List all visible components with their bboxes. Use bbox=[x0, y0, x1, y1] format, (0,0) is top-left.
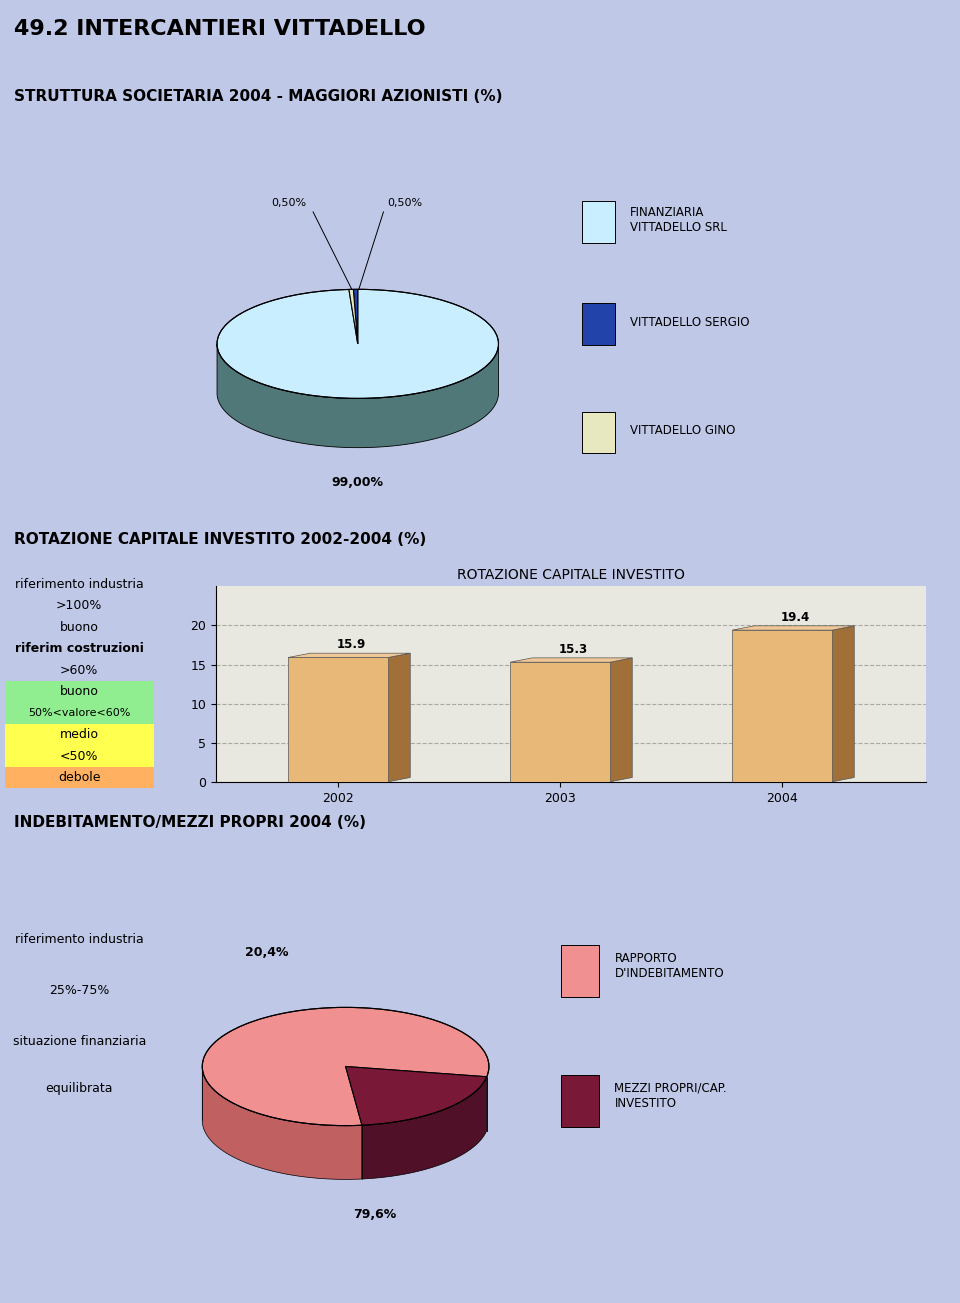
Polygon shape bbox=[203, 1007, 489, 1126]
Text: ROTAZIONE CAPITALE INVESTITO 2002-2004 (%): ROTAZIONE CAPITALE INVESTITO 2002-2004 (… bbox=[14, 532, 426, 547]
Polygon shape bbox=[203, 1066, 362, 1179]
Polygon shape bbox=[732, 625, 854, 631]
Bar bbox=[5, 766, 154, 788]
Polygon shape bbox=[510, 658, 633, 662]
Text: STRUTTURA SOCIETARIA 2004 - MAGGIORI AZIONISTI (%): STRUTTURA SOCIETARIA 2004 - MAGGIORI AZI… bbox=[14, 89, 503, 104]
Text: FINANZIARIA
VITTADELLO SRL: FINANZIARIA VITTADELLO SRL bbox=[630, 206, 727, 235]
Bar bbox=[5, 702, 154, 723]
Bar bbox=[5, 680, 154, 702]
Text: riferim costruzioni: riferim costruzioni bbox=[14, 642, 144, 655]
Polygon shape bbox=[346, 1066, 487, 1126]
Bar bbox=[561, 945, 599, 997]
Text: 20,4%: 20,4% bbox=[245, 946, 289, 959]
Text: medio: medio bbox=[60, 728, 99, 741]
Text: debole: debole bbox=[58, 771, 101, 784]
Text: INDEBITAMENTO/MEZZI PROPRI 2004 (%): INDEBITAMENTO/MEZZI PROPRI 2004 (%) bbox=[14, 814, 367, 830]
Text: 19.4: 19.4 bbox=[780, 611, 810, 624]
Text: 15.3: 15.3 bbox=[559, 642, 588, 655]
Bar bbox=[561, 1075, 599, 1127]
Bar bbox=[732, 631, 832, 782]
Text: 79,6%: 79,6% bbox=[352, 1208, 396, 1221]
Polygon shape bbox=[610, 658, 633, 782]
Text: situazione finanziaria: situazione finanziaria bbox=[12, 1035, 146, 1048]
Text: equilibrata: equilibrata bbox=[45, 1081, 113, 1095]
Polygon shape bbox=[288, 653, 410, 658]
Bar bbox=[288, 658, 388, 782]
Polygon shape bbox=[217, 289, 498, 399]
Polygon shape bbox=[388, 653, 410, 782]
Text: buono: buono bbox=[60, 685, 99, 698]
Text: VITTADELLO GINO: VITTADELLO GINO bbox=[630, 425, 735, 438]
Text: 0,50%: 0,50% bbox=[271, 198, 306, 208]
Bar bbox=[582, 201, 615, 242]
Polygon shape bbox=[217, 344, 498, 448]
Text: MEZZI PROPRI/CAP.
INVESTITO: MEZZI PROPRI/CAP. INVESTITO bbox=[614, 1081, 727, 1110]
Text: 50%<valore<60%: 50%<valore<60% bbox=[28, 708, 131, 718]
Text: riferimento industria: riferimento industria bbox=[14, 933, 144, 946]
Bar bbox=[5, 723, 154, 745]
Text: 99,00%: 99,00% bbox=[332, 476, 384, 489]
Bar bbox=[582, 304, 615, 345]
Bar bbox=[582, 412, 615, 453]
Polygon shape bbox=[362, 1076, 487, 1179]
Text: 49.2 INTERCANTIERI VITTADELLO: 49.2 INTERCANTIERI VITTADELLO bbox=[14, 20, 426, 39]
Text: 25%-75%: 25%-75% bbox=[49, 984, 109, 997]
Polygon shape bbox=[348, 289, 358, 344]
Text: buono: buono bbox=[60, 620, 99, 633]
Polygon shape bbox=[832, 625, 854, 782]
Text: 15.9: 15.9 bbox=[337, 638, 366, 652]
Text: >60%: >60% bbox=[60, 663, 98, 676]
Title: ROTAZIONE CAPITALE INVESTITO: ROTAZIONE CAPITALE INVESTITO bbox=[457, 568, 685, 582]
Text: <50%: <50% bbox=[60, 749, 99, 762]
Text: >100%: >100% bbox=[56, 599, 103, 612]
Text: 0,50%: 0,50% bbox=[387, 198, 422, 208]
Text: RAPPORTO
D'INDEBITAMENTO: RAPPORTO D'INDEBITAMENTO bbox=[614, 951, 724, 980]
Polygon shape bbox=[353, 289, 358, 344]
Bar bbox=[5, 745, 154, 766]
Text: riferimento industria: riferimento industria bbox=[14, 577, 144, 590]
Bar bbox=[510, 662, 610, 782]
Text: VITTADELLO SERGIO: VITTADELLO SERGIO bbox=[630, 315, 749, 328]
